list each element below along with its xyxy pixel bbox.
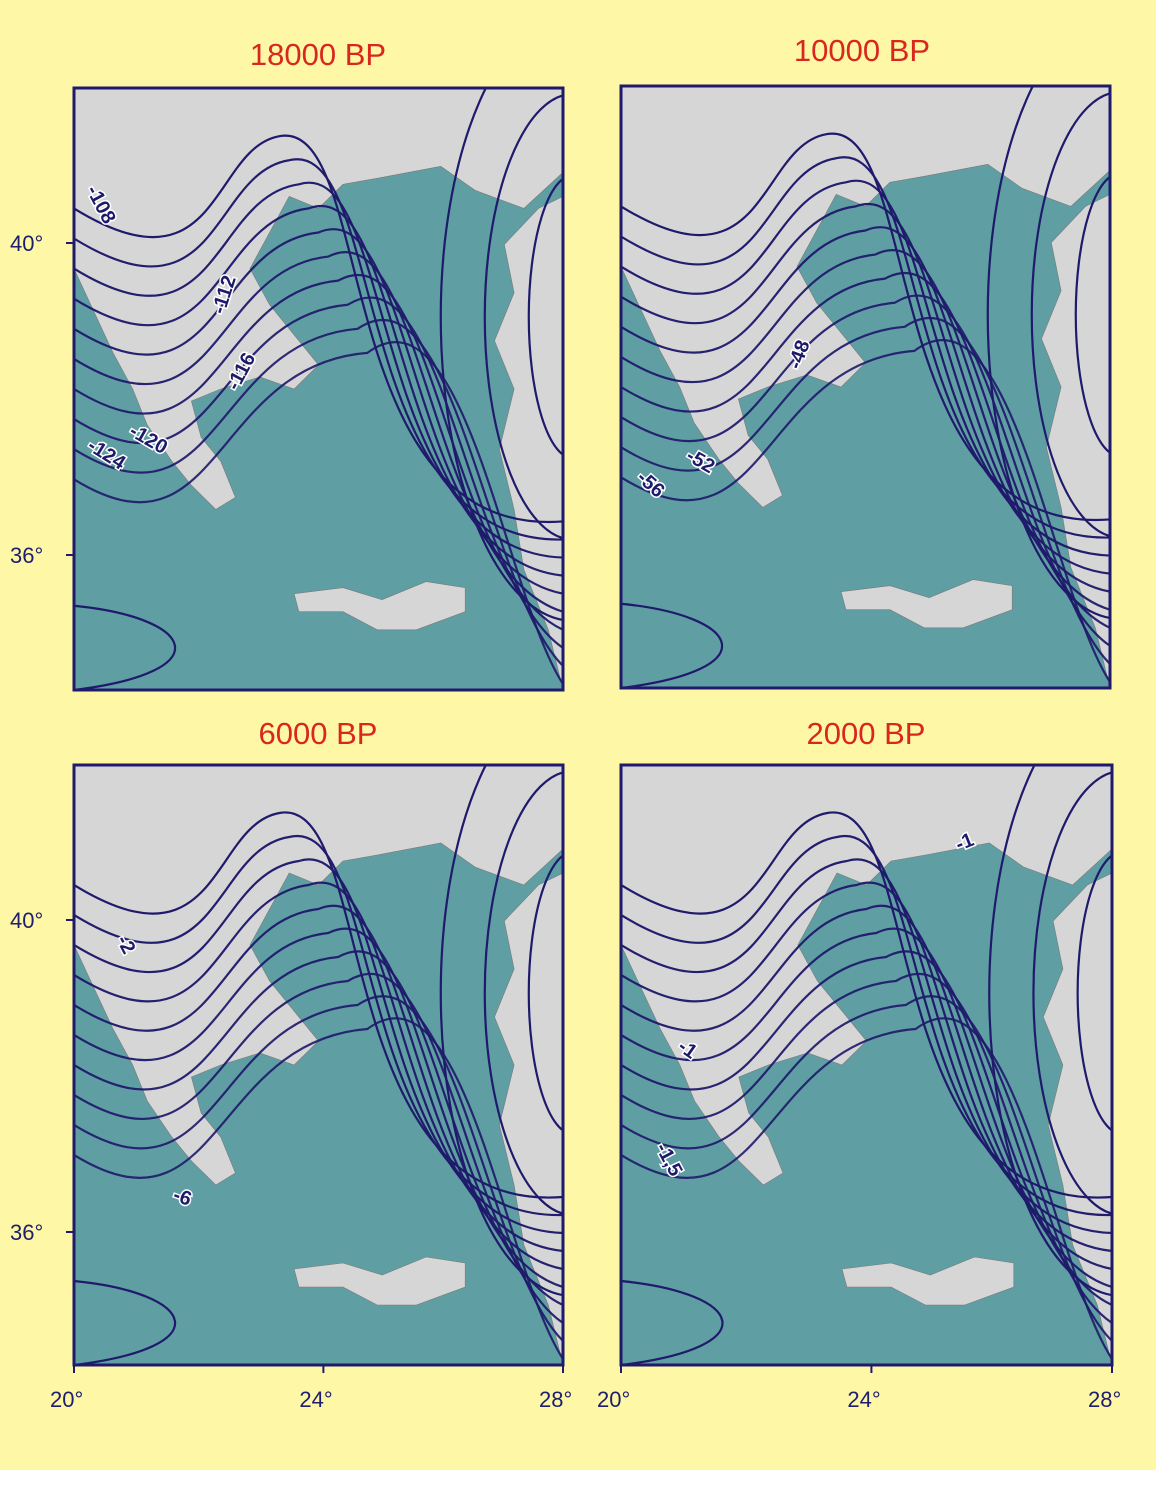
land-crete xyxy=(293,1256,466,1306)
contour-ring xyxy=(1030,92,1110,538)
contour-line xyxy=(74,318,563,667)
contour-line xyxy=(621,294,1110,647)
contour-line xyxy=(621,972,1112,1324)
land-east xyxy=(494,196,563,690)
land-crete xyxy=(840,579,1013,629)
contour-ring xyxy=(1032,771,1112,1215)
lat-label: 36° xyxy=(10,543,43,568)
contour-line xyxy=(621,602,724,688)
panel-content xyxy=(74,88,563,690)
contour-line xyxy=(621,811,1112,1199)
contour-line xyxy=(74,134,563,523)
contour-line xyxy=(621,271,1110,629)
contour-ring xyxy=(439,765,563,1297)
map-panel xyxy=(72,763,565,1367)
contour-line xyxy=(74,881,563,1253)
contour-ring xyxy=(986,86,1110,620)
contour-line xyxy=(74,995,563,1342)
map-panel xyxy=(619,763,1114,1367)
contour-line xyxy=(74,834,563,1217)
contour-ring xyxy=(527,854,563,1132)
contour-line xyxy=(621,132,1110,521)
contour-line xyxy=(74,204,563,577)
lon-label: 24° xyxy=(847,1387,880,1412)
panel-content xyxy=(621,86,1110,688)
contour-line xyxy=(621,1279,724,1365)
land-north xyxy=(621,765,1112,1186)
panel-frame xyxy=(72,763,565,1367)
contour-line xyxy=(74,858,563,1235)
contour-line xyxy=(74,811,563,1199)
panel-frame xyxy=(619,763,1114,1367)
lon-label: 28° xyxy=(1088,1387,1121,1412)
contour-line xyxy=(74,1279,177,1365)
lon-label: 24° xyxy=(299,1387,332,1412)
contour-ring xyxy=(483,94,563,540)
contour-line xyxy=(621,950,1112,1306)
contour-line xyxy=(74,950,563,1306)
contour-line xyxy=(74,341,563,685)
land-north xyxy=(74,88,563,510)
contour-ring xyxy=(439,88,563,622)
contour-line xyxy=(621,156,1110,539)
map-panel xyxy=(72,86,565,692)
contour-line xyxy=(74,1017,563,1360)
contour-line xyxy=(74,972,563,1324)
contour-ring xyxy=(483,771,563,1215)
contour-line xyxy=(621,202,1110,575)
contour-line xyxy=(621,226,1110,593)
contour-line xyxy=(621,179,1110,557)
lat-label: 36° xyxy=(10,1220,43,1245)
contour-ring xyxy=(988,765,1112,1297)
land-east xyxy=(1042,872,1112,1365)
land-crete xyxy=(293,581,466,631)
lon-label: 28° xyxy=(539,1387,572,1412)
panel-frame xyxy=(619,84,1112,690)
land-east xyxy=(1041,194,1110,688)
contour-line xyxy=(74,181,563,559)
land-east xyxy=(494,872,563,1365)
contour-line xyxy=(74,158,563,541)
lon-label: 20° xyxy=(50,1387,83,1412)
panel-title: 2000 BP xyxy=(807,716,926,751)
panel-frame xyxy=(72,86,565,692)
contour-line xyxy=(621,881,1112,1253)
contour-ring xyxy=(1074,175,1110,455)
contour-line xyxy=(74,228,563,595)
panel-content xyxy=(621,765,1112,1365)
lon-label: 20° xyxy=(597,1387,630,1412)
land-north xyxy=(74,765,563,1186)
contour-line xyxy=(621,1017,1112,1360)
panel-content xyxy=(74,765,563,1365)
land-north xyxy=(621,86,1110,508)
contour-line xyxy=(621,339,1110,683)
lat-label: 40° xyxy=(10,231,43,256)
contour-line xyxy=(74,296,563,649)
contour-line xyxy=(74,273,563,631)
lat-label: 40° xyxy=(10,908,43,933)
contour-line xyxy=(621,904,1112,1271)
contour-line xyxy=(621,995,1112,1342)
panel-title: 18000 BP xyxy=(250,37,386,72)
contour-ring xyxy=(1076,854,1112,1132)
contour-line xyxy=(621,858,1112,1235)
contour-line xyxy=(621,834,1112,1217)
contour-line xyxy=(621,316,1110,665)
contour-line xyxy=(74,904,563,1271)
contour-ring xyxy=(527,177,563,457)
panel-title: 6000 BP xyxy=(259,716,378,751)
map-panel xyxy=(619,84,1112,690)
land-crete xyxy=(841,1256,1015,1306)
contour-line xyxy=(74,604,177,690)
panel-title: 10000 BP xyxy=(794,33,930,68)
